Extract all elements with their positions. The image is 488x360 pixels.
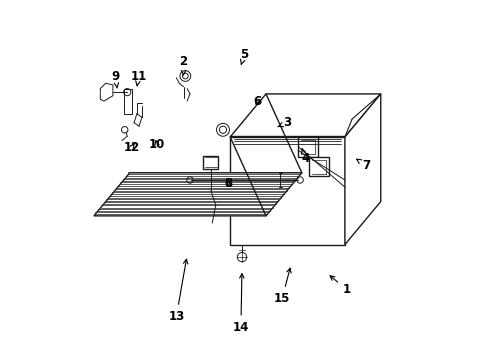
Text: 13: 13 bbox=[168, 259, 187, 323]
Text: 5: 5 bbox=[240, 48, 248, 64]
Polygon shape bbox=[100, 83, 113, 101]
Text: 2: 2 bbox=[179, 55, 187, 75]
Text: 8: 8 bbox=[224, 177, 232, 190]
Circle shape bbox=[180, 71, 190, 81]
Circle shape bbox=[237, 252, 246, 262]
Text: 12: 12 bbox=[123, 141, 140, 154]
Polygon shape bbox=[230, 137, 344, 244]
Polygon shape bbox=[203, 156, 218, 169]
Text: 6: 6 bbox=[252, 95, 261, 108]
Text: 7: 7 bbox=[356, 159, 370, 172]
Polygon shape bbox=[308, 157, 328, 176]
Polygon shape bbox=[344, 94, 380, 244]
Text: 9: 9 bbox=[111, 69, 119, 88]
Polygon shape bbox=[230, 94, 380, 137]
Text: 14: 14 bbox=[232, 274, 248, 333]
Text: 4: 4 bbox=[301, 149, 309, 165]
Text: 11: 11 bbox=[130, 69, 146, 86]
Text: 10: 10 bbox=[148, 138, 164, 150]
Polygon shape bbox=[298, 137, 317, 157]
Circle shape bbox=[123, 89, 131, 96]
Text: 15: 15 bbox=[273, 268, 290, 305]
Polygon shape bbox=[94, 173, 301, 216]
Text: 3: 3 bbox=[278, 116, 291, 129]
Text: 1: 1 bbox=[329, 276, 350, 296]
Circle shape bbox=[216, 123, 229, 136]
